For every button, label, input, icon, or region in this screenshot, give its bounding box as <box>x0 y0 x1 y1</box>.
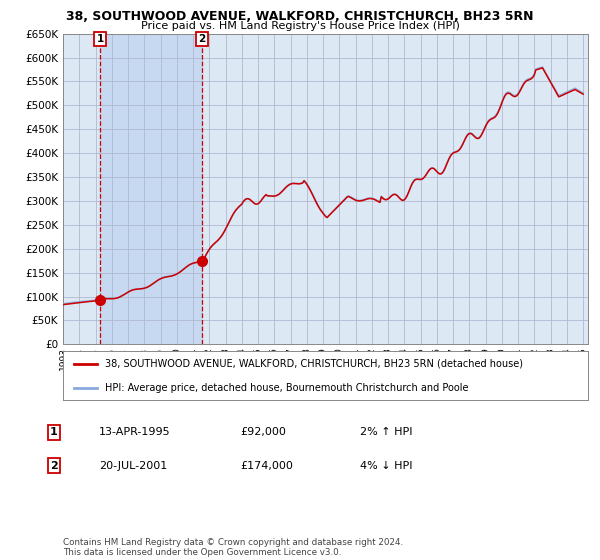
Text: £174,000: £174,000 <box>240 461 293 471</box>
Text: 2% ↑ HPI: 2% ↑ HPI <box>360 427 413 437</box>
Text: 1: 1 <box>50 427 58 437</box>
Text: 20-JUL-2001: 20-JUL-2001 <box>99 461 167 471</box>
Text: 13-APR-1995: 13-APR-1995 <box>99 427 170 437</box>
Text: £92,000: £92,000 <box>240 427 286 437</box>
Text: Contains HM Land Registry data © Crown copyright and database right 2024.
This d: Contains HM Land Registry data © Crown c… <box>63 538 403 557</box>
Text: 38, SOUTHWOOD AVENUE, WALKFORD, CHRISTCHURCH, BH23 5RN: 38, SOUTHWOOD AVENUE, WALKFORD, CHRISTCH… <box>66 10 534 23</box>
Text: 4% ↓ HPI: 4% ↓ HPI <box>360 461 413 471</box>
Bar <box>100 34 202 344</box>
Text: 2: 2 <box>50 461 58 471</box>
Text: 1: 1 <box>97 34 104 44</box>
Text: HPI: Average price, detached house, Bournemouth Christchurch and Poole: HPI: Average price, detached house, Bour… <box>105 382 469 393</box>
Text: 38, SOUTHWOOD AVENUE, WALKFORD, CHRISTCHURCH, BH23 5RN (detached house): 38, SOUTHWOOD AVENUE, WALKFORD, CHRISTCH… <box>105 359 523 369</box>
Text: 2: 2 <box>198 34 205 44</box>
Text: Price paid vs. HM Land Registry's House Price Index (HPI): Price paid vs. HM Land Registry's House … <box>140 21 460 31</box>
